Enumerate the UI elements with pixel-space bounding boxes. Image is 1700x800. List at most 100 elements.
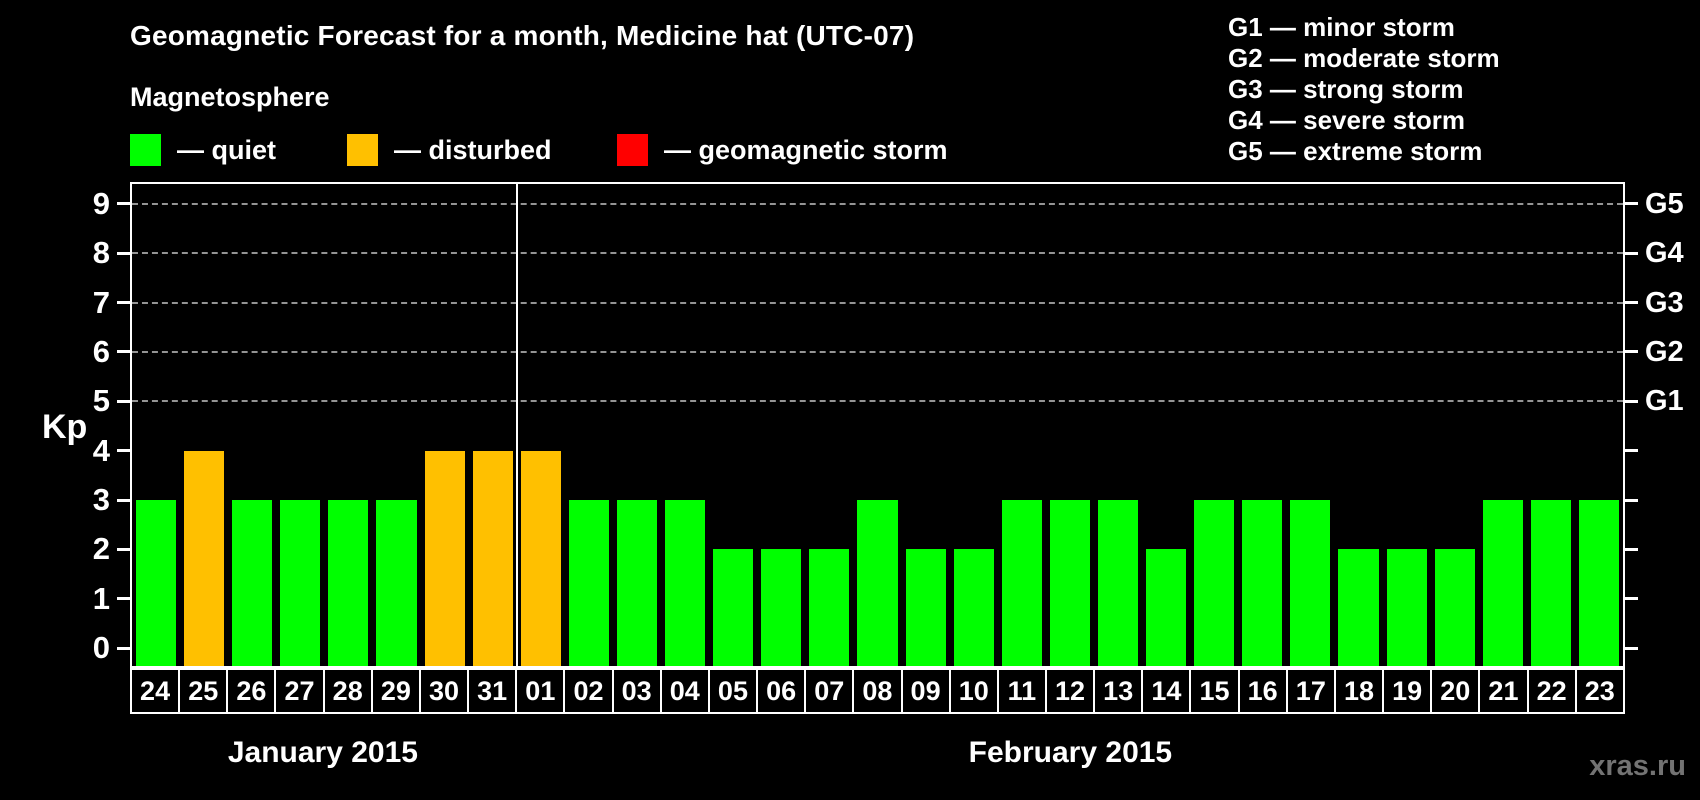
- kp-bar-09: [905, 549, 946, 666]
- y-tick-label-5: 5: [92, 383, 110, 419]
- kp-bar-20: [1434, 549, 1475, 666]
- y-tick-4: [117, 449, 132, 453]
- day-cell-14: 14: [1143, 670, 1192, 712]
- g-legend-line-5: G5 — extreme storm: [1228, 136, 1483, 166]
- day-cell-23: 23: [1584, 675, 1615, 706]
- kp-bar-21: [1482, 500, 1523, 666]
- kp-bar-14: [1146, 549, 1187, 666]
- day-cell-11: 11: [999, 670, 1047, 712]
- y-tick-1: [117, 597, 132, 601]
- kp-bar-01: [520, 450, 561, 666]
- day-cell-18: 18: [1336, 670, 1385, 712]
- day-cell-09: 09: [903, 670, 951, 712]
- gridline-kp-7: [132, 301, 1623, 304]
- y-tick-7: [117, 301, 132, 305]
- kp-bar-30: [424, 450, 465, 666]
- day-cell-20: 20: [1432, 670, 1481, 712]
- day-cell-29: 29: [373, 670, 421, 712]
- day-cell-17: 17: [1288, 670, 1336, 712]
- kp-bar-18: [1338, 549, 1379, 666]
- day-cell-28: 28: [325, 670, 373, 712]
- month-label-january: January 2015: [227, 736, 418, 769]
- right-tick-7: [1623, 301, 1638, 305]
- day-cell-06: 06: [758, 670, 807, 712]
- g-legend-line-3: G3 — strong storm: [1228, 74, 1464, 104]
- legend-swatch-storm: [617, 134, 648, 166]
- gridline-kp-9: [132, 202, 1623, 205]
- day-cell-26: 26: [228, 670, 277, 712]
- y-tick-label-3: 3: [92, 482, 110, 518]
- y-tick-9: [117, 202, 132, 206]
- y-tick-0: [117, 646, 132, 650]
- day-cell-04: 04: [662, 670, 710, 712]
- kp-bar-26: [232, 500, 273, 666]
- page-title: Geomagnetic Forecast for a month, Medici…: [130, 20, 915, 51]
- kp-bar-23: [1578, 500, 1619, 666]
- plot-area: 0 1 2 3 4 5 6 7 8 9 G1 G2 G3 G4 G5: [93, 182, 1684, 668]
- month-label-february: February 2015: [968, 736, 1173, 769]
- day-cell-24: 24: [132, 670, 181, 712]
- y-tick-label-8: 8: [92, 235, 110, 271]
- kp-bar-15: [1194, 500, 1235, 666]
- kp-bar-02: [568, 500, 609, 666]
- day-cell-01: 01: [517, 670, 566, 712]
- magnetosphere-label: Magnetosphere: [130, 82, 330, 112]
- gridline-kp-6: [132, 350, 1623, 353]
- g-scale-legend: G1 — minor storm G2 — moderate storm G3 — …: [1228, 12, 1500, 167]
- kp-bar-27: [280, 500, 321, 666]
- y-tick-3: [117, 498, 132, 502]
- kp-bar-13: [1097, 500, 1139, 666]
- legend-swatch-quiet: [130, 134, 161, 166]
- g-axis-label-g3: G3: [1645, 286, 1684, 319]
- day-cell-22: 22: [1529, 670, 1577, 712]
- right-tick-8: [1623, 251, 1638, 255]
- day-cell-27: 27: [276, 670, 325, 712]
- g-legend-line-1: G1 — minor storm: [1228, 12, 1455, 42]
- g-axis-label-g4: G4: [1645, 237, 1684, 270]
- y-tick-label-0: 0: [92, 630, 110, 666]
- day-cell-07: 07: [806, 670, 855, 712]
- kp-bar-10: [953, 549, 994, 666]
- month-axis: January 2015 February 2015: [0, 736, 1700, 776]
- day-cell-16: 16: [1240, 670, 1288, 712]
- right-tick-1: [1623, 597, 1638, 601]
- g-axis-label-g5: G5: [1645, 187, 1684, 220]
- gridline-kp-5: [132, 400, 1623, 403]
- kp-bar-06: [761, 549, 802, 666]
- y-tick-6: [117, 350, 132, 354]
- right-tick-6: [1623, 350, 1638, 354]
- kp-bar-24: [136, 500, 177, 666]
- kp-bar-07: [809, 549, 850, 666]
- legend-item-quiet: — quiet: [130, 132, 276, 168]
- day-cell-02: 02: [565, 670, 614, 712]
- right-tick-4: [1623, 449, 1638, 453]
- day-cell-10: 10: [951, 670, 999, 712]
- y-tick-label-2: 2: [92, 531, 110, 567]
- legend-label-disturbed: — disturbed: [394, 134, 552, 165]
- day-cell-15: 15: [1191, 670, 1240, 712]
- day-cell-21: 21: [1480, 670, 1529, 712]
- day-cell-25: 25: [180, 670, 229, 712]
- g-axis-label-g1: G1: [1645, 385, 1684, 418]
- y-tick-8: [117, 251, 132, 255]
- right-tick-0: [1623, 646, 1638, 650]
- right-tick-2: [1623, 547, 1638, 551]
- kp-bar-16: [1242, 500, 1283, 666]
- legend-label-quiet: — quiet: [177, 134, 276, 165]
- kp-bar-05: [713, 549, 754, 666]
- kp-bar-17: [1290, 500, 1331, 666]
- watermark: xras.ru: [1589, 750, 1686, 782]
- y-tick-label-4: 4: [92, 432, 110, 468]
- y-axis-label: Kp: [42, 408, 88, 446]
- kp-bar-25: [184, 450, 225, 666]
- kp-bar-08: [857, 500, 898, 666]
- day-cell-12: 12: [1047, 670, 1096, 712]
- y-tick-2: [117, 547, 132, 551]
- kp-bar-22: [1530, 500, 1571, 666]
- kp-bar-12: [1049, 500, 1090, 666]
- y-tick-label-9: 9: [92, 185, 110, 221]
- kp-bar-04: [665, 500, 706, 666]
- kp-bar-03: [616, 500, 658, 666]
- kp-bar-31: [472, 450, 513, 666]
